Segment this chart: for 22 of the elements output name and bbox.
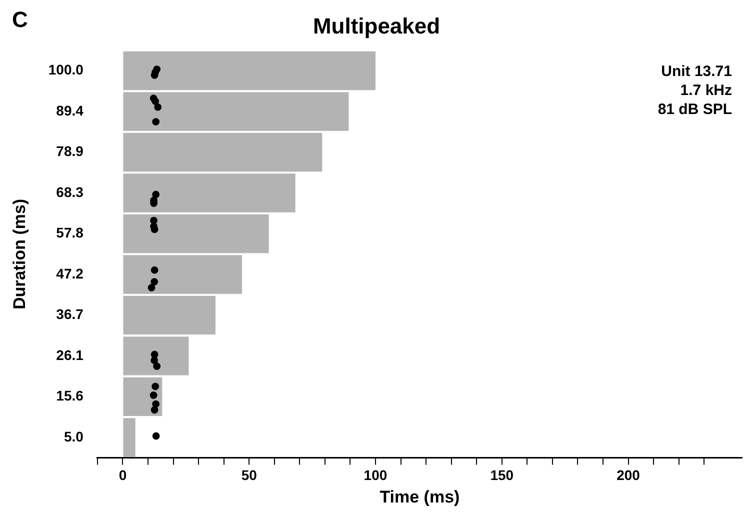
y-tick-label: 5.0 [64,428,84,444]
x-tick-label: 100 [364,467,388,484]
annotation: 1.7 kHz [680,82,732,100]
x-tick-label: 200 [616,467,640,484]
x-tick-label: 50 [241,467,258,484]
y-tick-label: 68.3 [56,184,84,200]
annotation: 81 dB SPL [658,101,732,118]
y-tick-label: 78.9 [56,143,84,160]
chart-title: Multipeaked [312,13,440,38]
y-tick-label: 47.2 [56,265,84,282]
annotation: Unit 13.71 [661,63,732,80]
y-tick-label: 26.1 [56,346,84,363]
y-tick-label: 100.0 [48,62,84,78]
y-axis-title: Duration (ms) [10,198,29,310]
text: C [12,7,28,32]
y-tick-label: 57.8 [56,224,84,241]
x-tick-label: 0 [118,467,127,484]
y-tick-label: 15.6 [56,388,84,404]
x-axis-title: Time (ms) [380,487,460,506]
x-tick-label: 150 [490,467,514,484]
y-tick-label: 89.4 [56,102,84,118]
y-tick-label: 36.7 [56,306,84,322]
